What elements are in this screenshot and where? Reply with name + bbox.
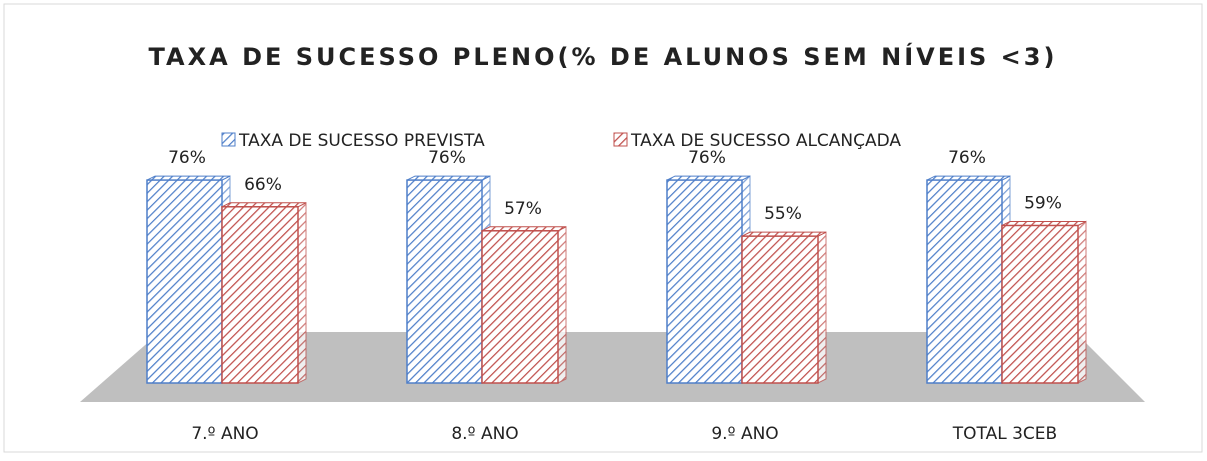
- bar: [666, 179, 743, 384]
- data-label: 55%: [764, 204, 802, 224]
- chart-title: TAXA DE SUCESSO PLENO(% DE ALUNOS SEM NÍ…: [149, 42, 1058, 71]
- legend-swatch: [613, 132, 628, 147]
- x-tick-label: 8.º ANO: [451, 424, 518, 444]
- data-label: 57%: [504, 199, 542, 219]
- data-label: 76%: [688, 148, 726, 168]
- legend-swatch: [221, 132, 236, 147]
- bar-side: [297, 201, 307, 384]
- floor: [80, 332, 1145, 402]
- bar: [741, 235, 819, 384]
- x-tick-label: 7.º ANO: [191, 424, 258, 444]
- x-tick-label: 9.º ANO: [711, 424, 778, 444]
- data-label: 76%: [168, 148, 206, 168]
- bar: [221, 206, 299, 384]
- bar: [926, 179, 1003, 384]
- bar: [406, 179, 483, 384]
- legend-label: TAXA DE SUCESSO ALCANÇADA: [630, 131, 901, 151]
- bar: [146, 179, 223, 384]
- bar-side: [557, 226, 567, 384]
- data-label: 76%: [948, 148, 986, 168]
- bar: [481, 230, 559, 384]
- data-label: 59%: [1024, 193, 1062, 213]
- x-tick-label: TOTAL 3CEB: [952, 424, 1057, 444]
- legend-label: TAXA DE SUCESSO PREVISTA: [238, 131, 485, 151]
- data-label: 76%: [428, 148, 466, 168]
- bar-side: [1077, 220, 1087, 384]
- bar: [1001, 224, 1079, 384]
- data-label: 66%: [244, 175, 282, 195]
- bar-side: [817, 231, 827, 384]
